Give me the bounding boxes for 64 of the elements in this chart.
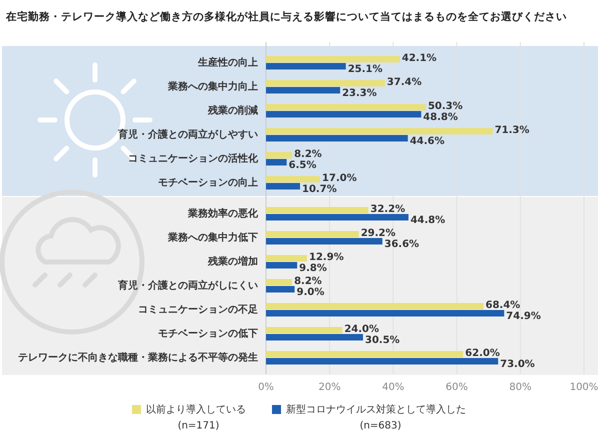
y-tick-label: コミュニケーションの不足 [138, 304, 258, 316]
data-label: 17.0% [322, 173, 357, 184]
data-label: 36.6% [384, 239, 420, 250]
data-label: 25.1% [348, 64, 383, 76]
data-label: 9.8% [299, 263, 327, 274]
data-label: 74.9% [506, 311, 541, 322]
data-label: 73.0% [500, 359, 535, 370]
y-tick-label: 生産性の向上 [197, 56, 258, 69]
bar [266, 80, 385, 86]
bar [266, 286, 295, 292]
bar [266, 104, 426, 110]
y-tick-label: テレワークに不向きな職種・業務による不平等の発生 [18, 352, 258, 364]
data-label: 71.3% [494, 125, 530, 136]
x-tick-label: 0% [258, 382, 274, 393]
x-tick-label: 80% [509, 382, 532, 393]
bar [266, 310, 504, 316]
bar [266, 303, 484, 310]
bar [266, 128, 493, 134]
data-label: 37.4% [386, 77, 422, 88]
bar [266, 334, 363, 340]
bar [266, 87, 340, 94]
y-tick-label: 育児・介護との両立がしにくい [117, 280, 258, 292]
data-label: 48.8% [423, 112, 458, 124]
bar [266, 358, 498, 364]
data-label: 9.0% [296, 287, 324, 298]
data-label: 24.0% [344, 324, 380, 336]
data-label: 6.5% [288, 160, 316, 172]
data-label: 30.5% [364, 335, 400, 346]
data-label: 50.3% [428, 101, 463, 112]
data-label: 10.7% [302, 184, 337, 196]
y-tick-label: モチベーションの向上 [158, 176, 258, 189]
y-tick-label: 業務への集中力向上 [167, 80, 258, 93]
y-tick-label: 業務効率の悪化 [187, 208, 259, 220]
y-tick-label: モチベーションの低下 [158, 328, 258, 340]
data-label: 62.0% [465, 348, 500, 360]
y-tick-label: 残業の増加 [207, 256, 258, 268]
y-tick-label: 業務への集中力低下 [167, 232, 258, 244]
data-label: 44.6% [410, 136, 445, 148]
chart-title: 在宅勤務・テレワーク導入など働き方の多様化が社員に与える影響について当てはまるものを全てお選びください [5, 10, 567, 23]
x-tick-label: 100% [570, 382, 598, 393]
data-label: 32.2% [370, 204, 406, 216]
legend-label: 以前より導入している (n=171) [146, 404, 246, 432]
data-label: 8.2% [294, 276, 322, 288]
data-label: 23.3% [342, 88, 377, 100]
bar [266, 63, 346, 70]
data-label: 44.8% [410, 215, 446, 226]
data-label: 29.2% [360, 228, 396, 240]
bar [266, 111, 422, 118]
data-label: 42.1% [402, 53, 437, 64]
x-tick-label: 40% [382, 382, 404, 393]
y-tick-label: 育児・介護との両立がしやすい [117, 128, 258, 141]
bar [266, 327, 342, 334]
bar [266, 351, 464, 358]
y-tick-label: 残業の削減 [207, 104, 258, 117]
data-label: 12.9% [309, 252, 344, 264]
x-tick-label: 60% [446, 382, 468, 393]
data-label: 8.2% [294, 149, 322, 160]
bar [266, 56, 400, 62]
bar [266, 279, 292, 286]
y-tick-label: コミュニケーションの活性化 [128, 152, 259, 165]
bar [266, 135, 408, 142]
data-label: 68.4% [486, 300, 520, 312]
legend-label: 新型コロナウイルス対策として導入した (n=683) [286, 404, 466, 432]
x-tick-label: 20% [318, 382, 341, 393]
